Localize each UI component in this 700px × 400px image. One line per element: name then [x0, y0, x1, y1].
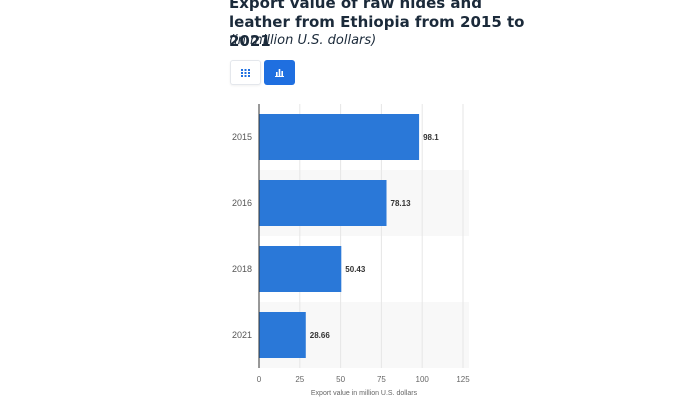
x-tick-label: 25: [295, 375, 304, 384]
chart-view-button[interactable]: [264, 60, 295, 85]
category-label: 2016: [232, 198, 252, 208]
table-grid-icon: [241, 68, 250, 77]
bar-chart-icon: [275, 68, 284, 77]
bar-2021[interactable]: [259, 312, 306, 358]
bar-2018[interactable]: [259, 246, 342, 292]
data-label: 50.43: [345, 265, 366, 274]
x-axis-title: Export value in million U.S. dollars: [311, 390, 418, 397]
bar-2015[interactable]: [259, 114, 420, 160]
bar-2016[interactable]: [259, 180, 387, 226]
data-label: 78.13: [391, 199, 412, 208]
data-label: 98.1: [423, 133, 439, 142]
data-label: 28.66: [310, 331, 331, 340]
category-label: 2018: [232, 264, 252, 274]
table-view-button[interactable]: [230, 60, 261, 85]
chart-subtitle: (in million U.S. dollars): [229, 33, 377, 48]
x-tick-label: 75: [377, 375, 386, 384]
chart-title: Export value of raw hides and leather fr…: [229, 0, 525, 50]
x-tick-label: 125: [456, 375, 470, 384]
category-label: 2021: [232, 330, 252, 340]
x-tick-label: 100: [416, 375, 430, 384]
category-label: 2015: [232, 132, 252, 142]
x-tick-label: 50: [336, 375, 345, 384]
x-tick-label: 0: [257, 375, 262, 384]
